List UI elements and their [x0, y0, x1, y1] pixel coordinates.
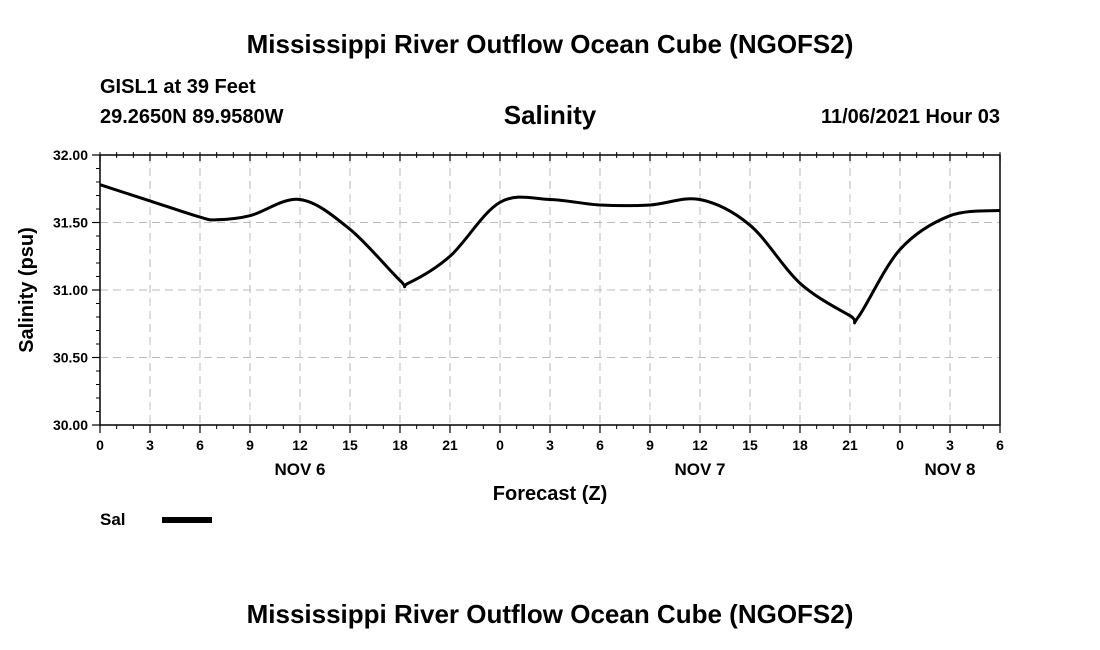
date-label: NOV 8 — [924, 460, 975, 479]
x-tick-label: 15 — [342, 437, 358, 453]
chart-subtitle: Salinity — [503, 100, 597, 130]
x-tick-label: 21 — [842, 437, 858, 453]
x-axis-label: Forecast (Z) — [493, 483, 607, 505]
y-tick-label: 32.00 — [53, 147, 88, 163]
y-tick-label: 31.00 — [53, 282, 88, 298]
x-tick-label: 3 — [946, 437, 954, 453]
x-tick-label: 3 — [146, 437, 154, 453]
x-tick-label: 12 — [292, 437, 308, 453]
date-label: NOV 6 — [274, 460, 325, 479]
x-tick-label: 0 — [896, 437, 904, 453]
x-tick-label: 3 — [546, 437, 554, 453]
x-tick-label: 18 — [392, 437, 408, 453]
datetime-label: 11/06/2021 Hour 03 — [820, 106, 1000, 128]
y-tick-label: 30.50 — [53, 350, 88, 366]
series-layer — [99, 183, 1001, 325]
date-label: NOV 7 — [674, 460, 725, 479]
y-tick-label: 31.50 — [53, 215, 88, 231]
x-tick-label: 12 — [692, 437, 708, 453]
x-tick-label: 9 — [646, 437, 654, 453]
x-tick-label: 21 — [442, 437, 458, 453]
tick-layer — [92, 152, 1001, 433]
salinity-series-line — [99, 183, 1001, 325]
page-title: Mississippi River Outflow Ocean Cube (NG… — [246, 29, 854, 59]
footer-title: Mississippi River Outflow Ocean Cube (NG… — [246, 599, 854, 629]
x-tick-label: 6 — [996, 437, 1004, 453]
x-tick-label: 15 — [742, 437, 758, 453]
x-tick-label: 9 — [246, 437, 254, 453]
legend-swatch — [162, 517, 212, 523]
plot-frame — [99, 154, 1001, 426]
station-label: GISL1 at 39 Feet — [100, 76, 256, 98]
coordinates-label: 29.2650N 89.9580W — [100, 106, 284, 128]
tick-label-layer: 30.00 30.50 31.00 31.50 32.00 0 3 6 9 12 15 18 21 0 3 6… — [53, 147, 1004, 479]
y-tick-label: 30.00 — [53, 417, 88, 433]
grid-layer — [100, 155, 1000, 425]
x-tick-label: 0 — [496, 437, 504, 453]
x-tick-label: 0 — [96, 437, 104, 453]
x-tick-label: 6 — [196, 437, 204, 453]
x-tick-label: 6 — [596, 437, 604, 453]
x-tick-label: 18 — [792, 437, 808, 453]
legend-label: Sal — [100, 510, 126, 529]
y-axis-label: Salinity (psu) — [16, 227, 38, 353]
